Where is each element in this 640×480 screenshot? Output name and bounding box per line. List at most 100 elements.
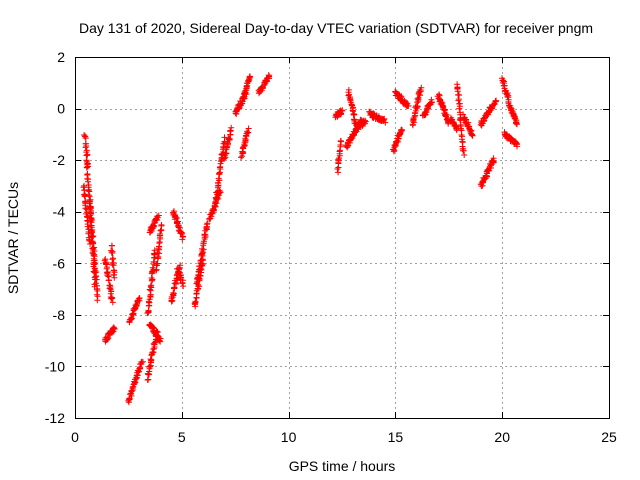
chart-title: Day 131 of 2020, Sidereal Day-to-day VTE… xyxy=(79,20,593,36)
data-point xyxy=(93,291,100,298)
data-point xyxy=(224,144,230,151)
data-point xyxy=(493,97,500,104)
data-point xyxy=(179,236,186,243)
y-tick-label: -4 xyxy=(53,204,66,220)
data-point xyxy=(149,276,156,283)
data-point xyxy=(468,131,475,138)
data-point xyxy=(215,180,222,187)
data-point xyxy=(92,267,99,274)
data-point xyxy=(337,138,344,145)
data-point xyxy=(461,152,468,158)
data-point xyxy=(145,308,152,315)
data-point xyxy=(240,93,247,100)
y-tick-label: -12 xyxy=(45,410,65,426)
data-point xyxy=(80,184,87,191)
data-point xyxy=(339,107,346,114)
data-point xyxy=(177,262,184,269)
data-point xyxy=(84,160,91,167)
data-point xyxy=(180,283,187,290)
data-point xyxy=(349,107,356,114)
data-point xyxy=(196,283,203,290)
grid xyxy=(75,57,609,418)
data-point xyxy=(90,240,96,247)
x-tick-label: 0 xyxy=(71,429,79,445)
data-point xyxy=(380,116,387,123)
data-point xyxy=(266,73,273,80)
data-point xyxy=(149,264,156,271)
data-point xyxy=(335,156,342,163)
data-point xyxy=(490,155,497,162)
data-point xyxy=(147,363,153,370)
data-point xyxy=(334,166,341,172)
data-point xyxy=(491,101,498,108)
x-tick-label: 5 xyxy=(178,429,186,445)
data-point xyxy=(84,221,91,228)
plot-frame xyxy=(75,57,610,419)
data-point xyxy=(347,97,354,104)
data-point xyxy=(460,147,467,154)
data-point xyxy=(241,90,248,97)
data-point xyxy=(87,210,94,217)
data-point xyxy=(455,92,462,98)
data-point xyxy=(88,229,95,236)
data-point xyxy=(132,376,139,382)
axis-ticks: 0 5 10 15 20 25 -12 -10 -8 -6 -4 -2 0 2 xyxy=(45,49,617,445)
data-point xyxy=(227,127,234,134)
x-tick-label: 25 xyxy=(601,429,617,445)
data-point xyxy=(102,260,109,267)
data-point xyxy=(83,143,90,149)
data-point xyxy=(412,109,419,116)
data-point xyxy=(82,205,89,212)
data-point xyxy=(179,280,186,287)
data-point xyxy=(179,277,186,284)
data-point xyxy=(338,110,344,117)
data-point xyxy=(212,194,219,201)
y-tick-label: 0 xyxy=(57,101,65,117)
data-point xyxy=(155,253,162,260)
data-point xyxy=(136,295,143,301)
data-point xyxy=(398,126,405,133)
data-point xyxy=(85,178,91,185)
data-point xyxy=(469,132,476,139)
data-point xyxy=(417,87,424,94)
data-point xyxy=(105,277,112,284)
data-point xyxy=(84,152,91,159)
data-point xyxy=(417,92,423,99)
data-point xyxy=(82,144,89,151)
data-point xyxy=(238,154,244,161)
data-point xyxy=(157,335,164,342)
data-point xyxy=(104,272,111,279)
data-point xyxy=(94,297,101,304)
data-point xyxy=(242,137,249,144)
data-point xyxy=(514,121,520,128)
data-point xyxy=(155,212,162,219)
data-point xyxy=(443,111,450,118)
data-point xyxy=(362,118,369,125)
data-point xyxy=(192,298,199,305)
data-point xyxy=(170,290,177,297)
data-point xyxy=(196,263,203,270)
data-point xyxy=(514,143,520,150)
data-point xyxy=(180,233,186,240)
data-point xyxy=(504,93,511,100)
data-point xyxy=(148,282,155,289)
data-point xyxy=(362,117,368,124)
data-point xyxy=(84,175,91,182)
data-point xyxy=(247,73,254,80)
data-point xyxy=(135,369,142,375)
y-tick-label: -6 xyxy=(53,255,66,271)
data-point xyxy=(94,287,101,294)
data-point xyxy=(109,248,116,255)
data-point xyxy=(128,315,135,322)
data-point xyxy=(90,233,97,240)
data-point xyxy=(93,276,100,283)
data-point xyxy=(405,102,412,109)
data-point xyxy=(92,273,99,280)
data-point xyxy=(439,103,446,110)
y-tick-label: -8 xyxy=(53,307,66,323)
y-tick-label: -2 xyxy=(53,152,66,168)
data-point xyxy=(382,119,389,126)
x-tick-label: 15 xyxy=(388,429,404,445)
data-point xyxy=(108,249,115,256)
data-point xyxy=(456,105,463,112)
